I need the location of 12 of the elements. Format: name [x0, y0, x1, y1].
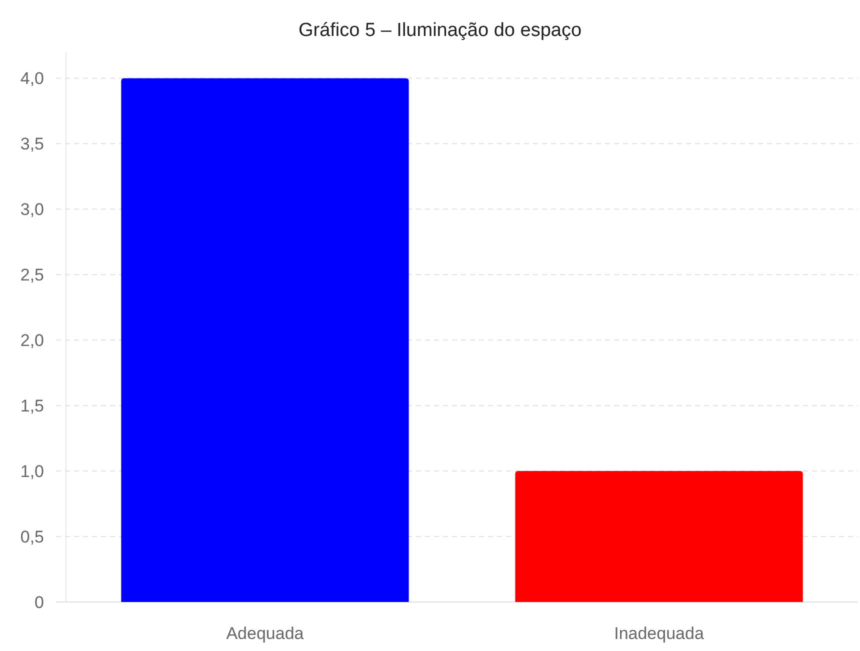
y-tick-label: 3,0	[20, 200, 44, 220]
y-tick-label: 4,0	[20, 69, 44, 88]
y-tick-label: 1,5	[20, 396, 44, 416]
y-tick-label: 0,5	[20, 527, 44, 546]
y-tick-label: 0	[34, 592, 44, 612]
y-tick-label: 3,5	[20, 134, 44, 154]
y-tick-label: 2,0	[20, 331, 44, 350]
x-tick-label: Inadequada	[614, 624, 704, 643]
y-tick-label: 1,0	[20, 462, 44, 481]
chart-title: Gráfico 5 – Iluminação do espaço	[298, 20, 582, 41]
x-tick-label: Adequada	[226, 624, 304, 643]
y-tick-label: 2,5	[20, 266, 44, 285]
